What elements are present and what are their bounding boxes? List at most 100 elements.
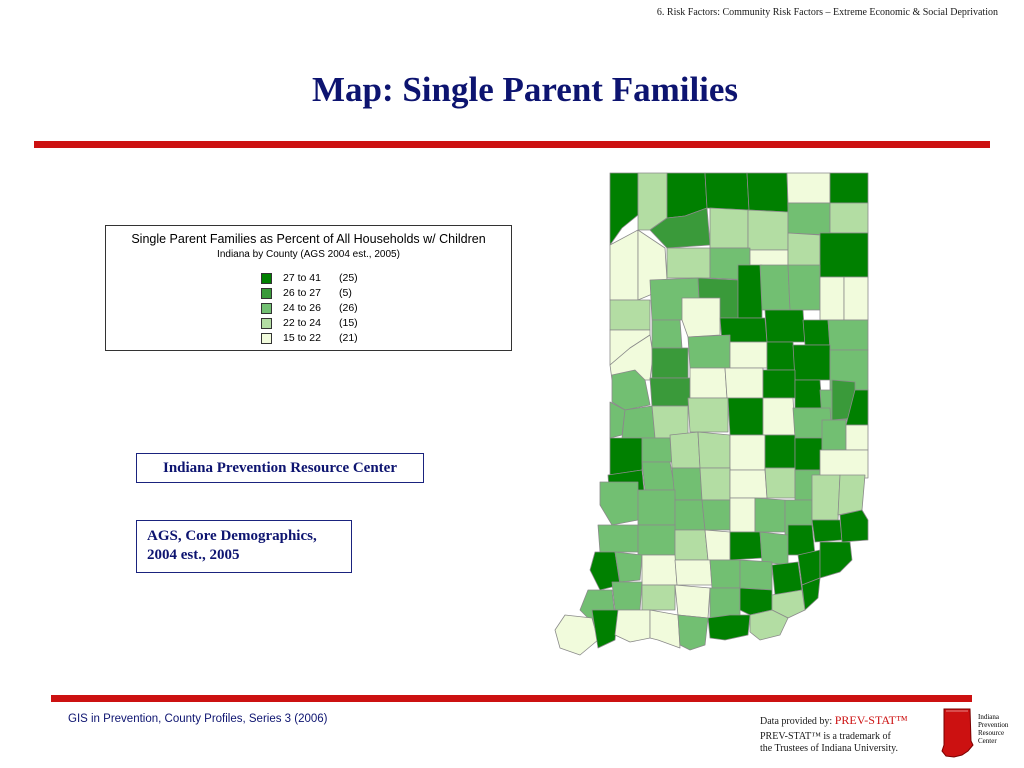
county-region — [729, 531, 763, 561]
legend-item: 26 to 27 (5) — [261, 286, 352, 300]
county-region — [729, 497, 756, 533]
county-region — [739, 559, 773, 591]
page-title: Map: Single Parent Families — [311, 70, 739, 109]
legend-swatch — [261, 332, 272, 344]
legend-range: 26 to 27 — [283, 287, 321, 299]
county-region — [609, 229, 639, 301]
data-provided-label: Data provided by: — [760, 716, 833, 727]
county-region — [709, 207, 749, 249]
ipcr-logo-line: Resource — [978, 729, 1005, 737]
source-label: Indiana Prevention Resource Center — [136, 453, 424, 483]
county-region — [747, 209, 789, 251]
data-source-label: AGS, Core Demographics, 2004 est., 2005 — [136, 520, 352, 573]
county-region — [794, 379, 823, 409]
legend-item: 24 to 26 (26) — [261, 301, 358, 315]
ipcr-logo-text: Indiana Prevention Resource Center — [978, 713, 1008, 745]
county-region — [651, 405, 689, 439]
county-region — [589, 551, 621, 591]
county-region — [707, 614, 751, 641]
county-region — [811, 474, 841, 521]
county-region — [746, 172, 789, 213]
county-region — [771, 589, 806, 619]
county-region — [709, 559, 741, 589]
county-region — [611, 369, 651, 411]
county-region — [669, 431, 701, 469]
legend-range: 27 to 41 — [283, 272, 321, 284]
legend-subtitle: Indiana by County (AGS 2004 est., 2005) — [217, 249, 400, 260]
county-region — [699, 467, 731, 501]
legend-title: Single Parent Families as Percent of All… — [131, 232, 486, 246]
legend-swatch — [261, 317, 272, 329]
county-region — [689, 367, 728, 399]
county-region — [704, 529, 731, 561]
county-region — [697, 431, 731, 469]
legend-range: 24 to 26 — [283, 302, 321, 314]
county-region — [709, 587, 741, 619]
county-region — [845, 424, 869, 451]
county-region — [554, 614, 599, 656]
legend-range: 22 to 24 — [283, 317, 321, 329]
county-region — [677, 614, 709, 651]
county-region — [729, 469, 768, 499]
trademark-line-2: the Trustees of Indiana University. — [760, 743, 898, 754]
county-region — [674, 529, 709, 561]
county-region — [771, 561, 803, 596]
section-header: 6. Risk Factors: Community Risk Factors … — [656, 7, 998, 18]
county-region — [621, 405, 656, 439]
footer-series-title: GIS in Prevention, County Profiles, Seri… — [68, 713, 328, 725]
county-region — [687, 397, 729, 433]
map-legend: Single Parent Families as Percent of All… — [105, 225, 512, 351]
legend-range: 15 to 22 — [283, 332, 321, 344]
county-region — [681, 297, 721, 338]
county-region — [759, 264, 791, 311]
prev-stat-brand: PREV-STAT™ — [834, 713, 908, 727]
county-region — [843, 276, 869, 321]
county-region — [762, 397, 796, 436]
county-region — [614, 609, 651, 643]
county-region — [727, 397, 764, 436]
county-region — [597, 524, 639, 553]
county-region — [637, 489, 676, 526]
legend-swatch — [261, 302, 272, 314]
county-region — [724, 367, 764, 399]
county-region — [729, 341, 768, 369]
legend-item: 22 to 24 (15) — [261, 316, 358, 330]
county-region — [802, 319, 831, 346]
data-source-line-1: AGS, Core Demographics, — [147, 528, 317, 544]
county-region — [839, 509, 869, 543]
county-region — [764, 467, 796, 499]
county-region — [729, 434, 766, 471]
county-region — [787, 524, 816, 556]
county-region — [701, 499, 731, 531]
county-region — [821, 419, 847, 451]
county-region — [641, 461, 676, 491]
county-region — [764, 309, 806, 343]
legend-count: (21) — [339, 332, 358, 344]
county-region — [766, 341, 796, 371]
legend-item: 15 to 22 (21) — [261, 331, 358, 345]
legend-swatch — [261, 287, 272, 299]
county-region — [609, 172, 639, 246]
county-region — [827, 319, 869, 351]
county-region — [614, 551, 643, 583]
county-region — [754, 497, 786, 533]
county-region — [819, 541, 853, 579]
legend-count: (26) — [339, 302, 358, 314]
county-region — [811, 519, 843, 543]
county-region — [759, 531, 789, 566]
county-region — [666, 247, 711, 279]
legend-count: (25) — [339, 272, 358, 284]
county-region — [591, 609, 619, 649]
county-region — [801, 577, 821, 611]
county-region — [837, 474, 866, 516]
county-region — [787, 202, 831, 236]
ipcr-logo-line: Indiana — [978, 713, 999, 721]
trademark-line-1: PREV-STAT™ is a trademark of — [760, 731, 891, 742]
legend-count: (15) — [339, 317, 358, 329]
county-region — [687, 334, 731, 369]
county-region — [794, 437, 823, 471]
county-region — [819, 276, 845, 321]
county-region — [762, 369, 796, 399]
legend-item: 27 to 41 (25) — [261, 271, 358, 285]
county-region — [611, 581, 643, 611]
